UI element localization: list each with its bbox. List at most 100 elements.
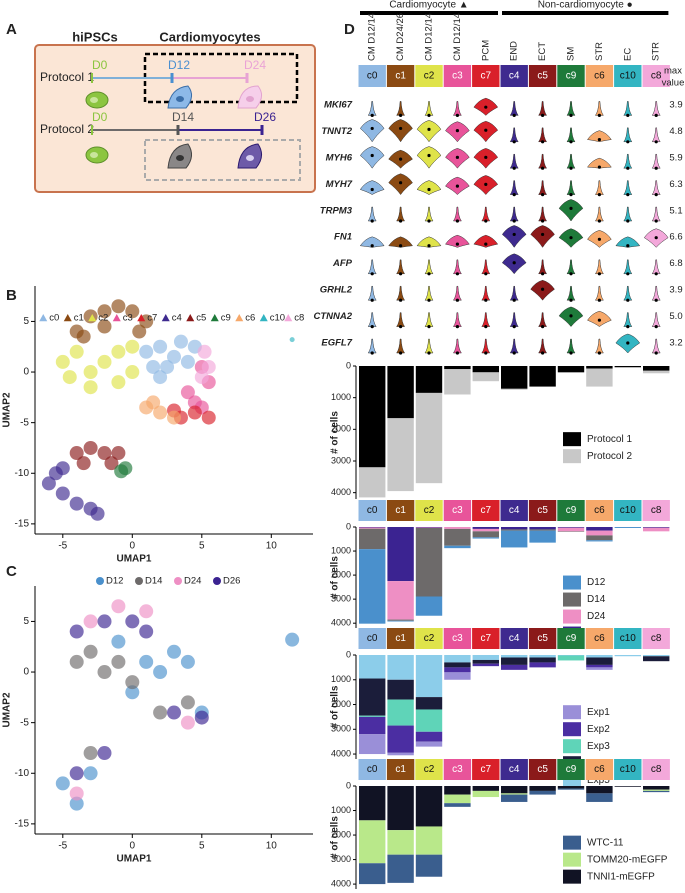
y-tick-label: 3000 bbox=[331, 594, 351, 604]
median-dot bbox=[626, 272, 630, 276]
point bbox=[69, 624, 84, 639]
violin bbox=[594, 285, 604, 301]
cluster-box bbox=[614, 628, 642, 649]
violin bbox=[424, 338, 434, 354]
violin bbox=[396, 285, 406, 301]
legend-marker bbox=[210, 314, 219, 322]
cluster-label: c0 bbox=[367, 71, 378, 82]
violin bbox=[623, 259, 633, 275]
bar-segment bbox=[415, 527, 443, 597]
violin bbox=[396, 338, 406, 354]
legend-marker bbox=[96, 577, 104, 585]
violin bbox=[396, 206, 406, 222]
y-tick-label: 0 bbox=[346, 649, 351, 659]
violin bbox=[587, 157, 612, 169]
cluster-box bbox=[557, 500, 585, 521]
point bbox=[111, 375, 126, 390]
violin bbox=[566, 153, 576, 169]
bar-segment bbox=[387, 854, 414, 883]
legend-label: D24 bbox=[184, 576, 201, 587]
bar-segment bbox=[529, 657, 556, 663]
legend-marker bbox=[174, 577, 182, 585]
bar-segment bbox=[529, 530, 556, 543]
median-dot bbox=[512, 219, 516, 223]
violin bbox=[424, 101, 434, 116]
point bbox=[125, 675, 140, 690]
y-tick-label: 1000 bbox=[331, 805, 351, 815]
point bbox=[111, 634, 126, 649]
bar-segment bbox=[614, 786, 641, 787]
bar-segment bbox=[614, 655, 641, 657]
median-dot bbox=[597, 165, 602, 169]
cluster-label: c9 bbox=[566, 633, 577, 644]
bar-segment bbox=[359, 655, 386, 679]
violin bbox=[623, 206, 633, 222]
bar-segment bbox=[444, 803, 471, 807]
median-dot bbox=[455, 351, 459, 355]
median-dot bbox=[455, 325, 459, 329]
cluster-label: c7 bbox=[481, 764, 492, 775]
median-dot bbox=[597, 272, 602, 276]
median-dot bbox=[626, 113, 630, 117]
median-dot bbox=[626, 325, 630, 329]
y-tick-label: 4000 bbox=[331, 878, 351, 888]
violin bbox=[651, 180, 661, 195]
point bbox=[194, 710, 209, 725]
bar-segment bbox=[557, 786, 585, 789]
violin bbox=[538, 312, 548, 327]
point bbox=[83, 440, 98, 455]
legend-swatch bbox=[563, 869, 581, 884]
cluster-label: c0 bbox=[367, 505, 378, 516]
bar-segment bbox=[359, 549, 386, 624]
cluster-label: c8 bbox=[651, 764, 662, 775]
column-label: CM D12/14 bbox=[452, 13, 463, 61]
bar-segment bbox=[586, 664, 613, 668]
median-dot bbox=[541, 272, 545, 276]
bar-segment bbox=[472, 537, 499, 539]
cluster-label: c3 bbox=[452, 505, 463, 516]
protocol-name: Protocol 2 bbox=[40, 122, 94, 136]
y-tick-label: 3000 bbox=[331, 455, 351, 465]
violin bbox=[558, 199, 584, 222]
bar-segment bbox=[387, 418, 414, 492]
violin bbox=[424, 312, 434, 327]
median-dot bbox=[541, 287, 545, 291]
legend-label: Exp1 bbox=[587, 707, 610, 718]
median-dot bbox=[370, 153, 374, 158]
bar-segment bbox=[586, 366, 613, 369]
x-tick-label: 5 bbox=[199, 841, 205, 852]
bar-segment bbox=[444, 667, 471, 673]
point bbox=[153, 405, 168, 420]
point bbox=[180, 695, 195, 710]
legend-label: D14 bbox=[145, 576, 162, 587]
violin bbox=[359, 180, 385, 195]
median-dot bbox=[455, 219, 459, 223]
violin bbox=[509, 206, 519, 222]
cluster-box bbox=[642, 65, 670, 87]
median-dot bbox=[569, 272, 573, 276]
median-dot bbox=[541, 193, 545, 197]
median-dot bbox=[455, 272, 459, 276]
legend-label: TOMM20-mEGFP bbox=[587, 854, 668, 865]
cluster-label: c4 bbox=[509, 505, 520, 516]
violin bbox=[509, 101, 519, 116]
median-dot bbox=[541, 140, 545, 144]
legend-swatch bbox=[563, 609, 581, 624]
max-value-header: max bbox=[664, 66, 682, 77]
violin bbox=[388, 236, 413, 248]
median-dot bbox=[484, 219, 488, 223]
median-dot bbox=[484, 242, 488, 246]
legend-label: c8 bbox=[294, 313, 304, 324]
bar-segment bbox=[472, 531, 499, 538]
cell-icon bbox=[90, 152, 98, 158]
median-dot bbox=[484, 325, 488, 329]
cluster-box bbox=[528, 500, 557, 521]
point bbox=[111, 654, 126, 669]
median-dot bbox=[597, 318, 602, 322]
legend-label: c2 bbox=[98, 313, 108, 324]
point bbox=[69, 786, 84, 801]
cluster-box bbox=[415, 500, 443, 521]
point bbox=[125, 685, 140, 700]
cluster-label: c6 bbox=[594, 764, 605, 775]
